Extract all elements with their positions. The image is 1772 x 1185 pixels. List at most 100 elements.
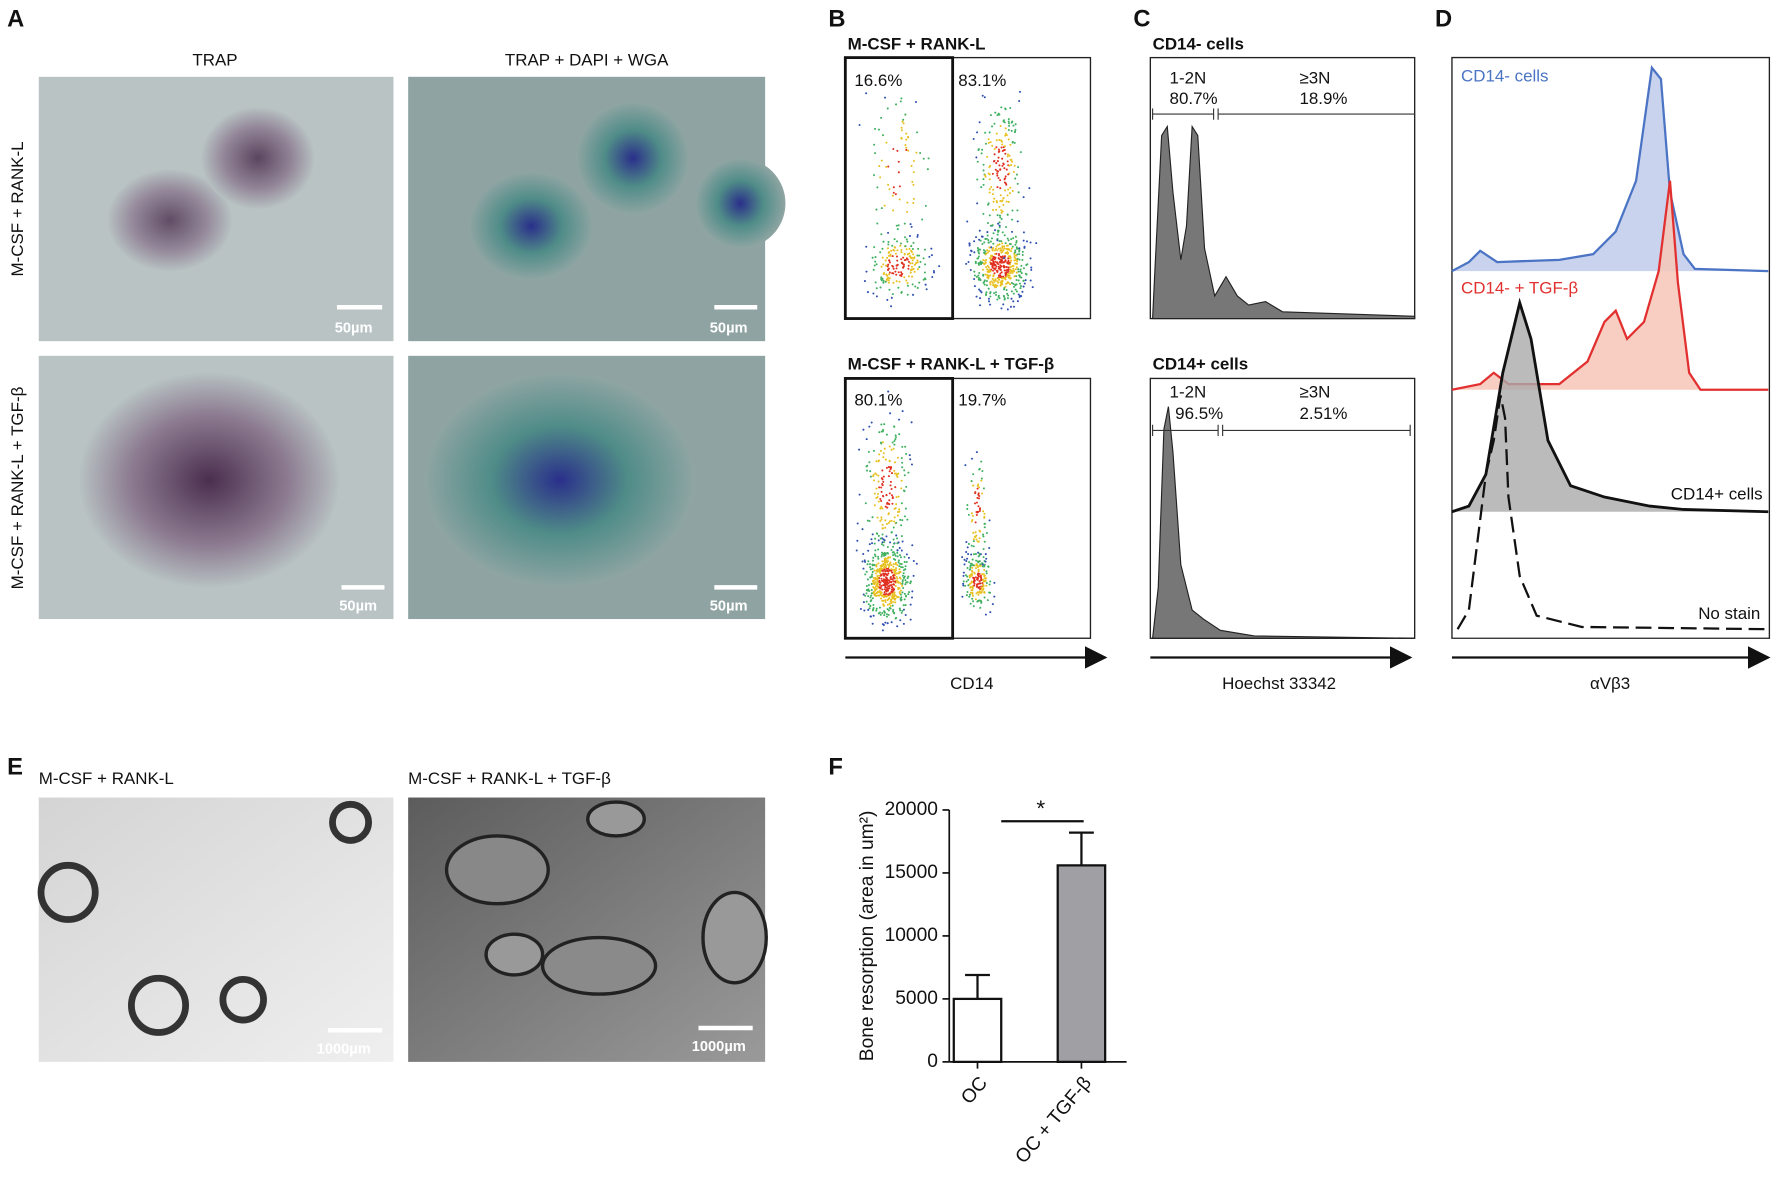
dot (985, 582, 988, 585)
dot (898, 280, 901, 283)
dot (876, 532, 879, 535)
dot (877, 480, 880, 483)
dot (1014, 249, 1017, 252)
dot (999, 281, 1002, 284)
dot (900, 563, 903, 566)
dot (997, 247, 1000, 250)
dot (900, 291, 903, 294)
dot (998, 139, 1001, 142)
dot (972, 531, 975, 534)
dot (872, 592, 875, 595)
dot (901, 566, 904, 569)
dot (974, 502, 977, 505)
dot (993, 595, 996, 598)
dot (890, 305, 893, 308)
dot (893, 552, 896, 556)
dot (1007, 257, 1010, 260)
dot (982, 487, 985, 490)
dot (1002, 197, 1005, 200)
dot (993, 249, 996, 252)
dot (896, 456, 899, 459)
dot (999, 261, 1002, 264)
dot (1006, 262, 1009, 265)
dot (891, 551, 894, 554)
dot (972, 484, 975, 487)
dot (978, 591, 981, 594)
dot (885, 535, 888, 538)
dot (971, 558, 974, 561)
dot (886, 574, 889, 577)
dot (992, 188, 995, 191)
dot (909, 271, 912, 274)
dot (1011, 120, 1014, 123)
dot (982, 588, 985, 591)
dot (997, 150, 1000, 153)
dot (893, 568, 896, 571)
dot (883, 561, 886, 564)
dot (994, 293, 997, 296)
dot (1007, 269, 1010, 272)
dot (1007, 153, 1010, 156)
dot (873, 479, 876, 482)
dot (895, 264, 898, 267)
dot (1007, 118, 1010, 121)
dot (912, 241, 915, 244)
dot (922, 257, 925, 260)
dot (1013, 253, 1016, 256)
dot (1015, 278, 1018, 282)
dot (881, 553, 884, 556)
dot (874, 256, 877, 259)
dot (975, 295, 978, 298)
dot (873, 504, 876, 507)
dot (1004, 134, 1007, 137)
dot (871, 563, 874, 566)
dot (874, 537, 877, 540)
dot (858, 448, 861, 451)
dot (978, 272, 981, 275)
dot (887, 279, 890, 282)
dot (971, 597, 974, 600)
axis-label: Hoechst 33342 (1222, 674, 1336, 693)
dot (885, 522, 888, 525)
dot (993, 153, 996, 156)
dot (898, 592, 902, 595)
dot (865, 584, 868, 587)
dot (992, 256, 995, 259)
dot (922, 278, 925, 281)
dot (991, 224, 994, 227)
dot (893, 520, 896, 523)
dot (1002, 163, 1005, 166)
dot (1002, 303, 1005, 306)
dot (899, 562, 902, 565)
dot (887, 263, 890, 266)
dot (882, 624, 885, 627)
dot (892, 558, 895, 561)
dot (882, 273, 885, 276)
dot (891, 194, 894, 197)
dot (865, 270, 868, 273)
dot (967, 542, 970, 545)
dot (1000, 209, 1003, 212)
dot (876, 516, 879, 519)
dot (1008, 122, 1011, 125)
scatter-cloud (855, 390, 996, 632)
dot (1023, 245, 1026, 248)
dot (870, 589, 873, 592)
dot (884, 505, 887, 508)
dot (891, 604, 894, 607)
dot (995, 252, 998, 255)
dot (900, 611, 903, 614)
dot (972, 580, 975, 583)
dot (970, 249, 973, 252)
dot (870, 592, 873, 595)
dot (982, 573, 985, 576)
dot (877, 128, 880, 131)
scatter-cloud (858, 90, 1038, 311)
dot (881, 507, 884, 510)
dot (888, 445, 891, 448)
dot (883, 591, 886, 594)
dot (1013, 141, 1016, 144)
dot (966, 557, 969, 560)
dot (970, 544, 973, 547)
dot (896, 625, 899, 628)
